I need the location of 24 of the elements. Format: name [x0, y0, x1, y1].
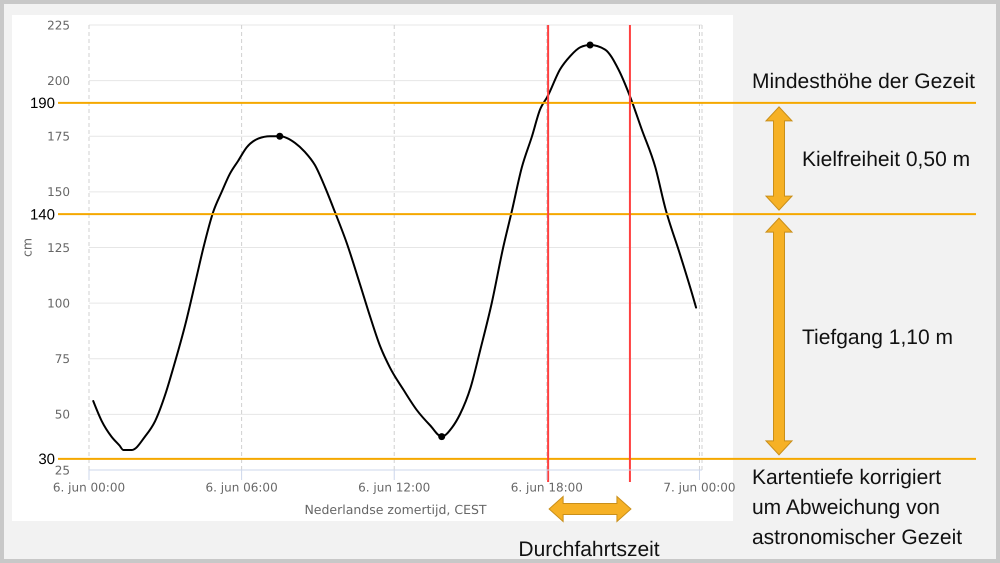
text: Durchfahrtszeit — [518, 538, 660, 561]
x-tick-label: 6. jun 18:00 — [510, 480, 583, 495]
ref-line-label: 190 — [30, 95, 55, 112]
y-tick-label: 150 — [47, 185, 70, 200]
y-tick-label: 100 — [47, 296, 70, 310]
y-tick-label: 75 — [54, 352, 70, 366]
x-tick-label: 7. jun 00:00 — [663, 480, 736, 495]
text: Tiefgang 1,10 m — [802, 326, 953, 349]
ref-line-label: 140 — [30, 206, 55, 224]
y-tick-label: 25 — [54, 463, 70, 478]
x-axis-title: Nederlandse zomertijd, CEST — [304, 502, 487, 517]
x-tick-label: 6. jun 12:00 — [358, 480, 430, 495]
x-tick-label: 6. jun 00:00 — [52, 480, 126, 495]
y-tick-label: 50 — [54, 408, 70, 422]
annotation: Mindesthöhe der Gezeit — [752, 68, 975, 95]
annotation: Kartentiefe korrigiert um Abweichung von astronomischer Gezeit — [752, 464, 964, 551]
y-axis-title: cm — [19, 238, 34, 258]
x-tick-label: 6. jun 06:00 — [206, 480, 278, 495]
y-tick-label: 225 — [47, 18, 70, 32]
ref-line-label: 30 — [38, 451, 55, 468]
y-tick-label: 125 — [47, 240, 70, 255]
y-tick-label: 175 — [47, 130, 70, 144]
y-tick-label: 200 — [47, 74, 70, 88]
text: Kielfreiheit 0,50 m — [802, 148, 970, 171]
